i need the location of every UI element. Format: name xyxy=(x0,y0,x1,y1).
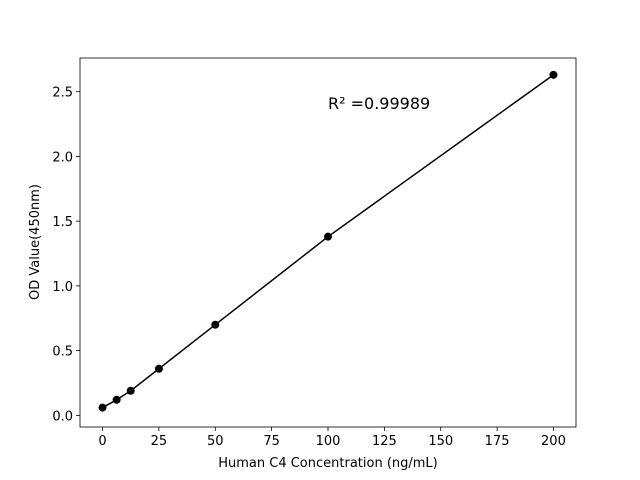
data-point xyxy=(98,403,107,412)
fit-line xyxy=(102,74,554,409)
x-tick-label: 25 xyxy=(151,434,168,449)
y-tick-label: 0.0 xyxy=(52,409,73,424)
data-point xyxy=(154,364,163,373)
x-tick-label: 0 xyxy=(98,434,106,449)
data-point xyxy=(112,395,121,404)
x-axis-label: Human C4 Concentration (ng/mL) xyxy=(218,456,438,471)
y-tick-label: 0.5 xyxy=(52,345,73,360)
x-tick-label: 100 xyxy=(316,434,341,449)
x-tick-label: 125 xyxy=(372,434,397,449)
y-tick-label: 1.5 xyxy=(52,215,73,230)
data-point xyxy=(324,232,332,241)
data-point xyxy=(126,386,135,395)
data-point xyxy=(211,320,220,329)
y-tick-label: 1.0 xyxy=(52,280,73,295)
data-point xyxy=(549,70,558,79)
x-tick-label: 175 xyxy=(485,434,510,449)
y-tick-label: 2.0 xyxy=(52,150,73,165)
y-axis-label: OD Value(450nm) xyxy=(28,184,43,300)
y-tick-label: 2.5 xyxy=(52,86,73,101)
x-tick-label: 75 xyxy=(263,434,280,449)
x-tick-label: 200 xyxy=(541,434,566,449)
x-tick-label: 50 xyxy=(207,434,224,449)
x-tick-label: 150 xyxy=(428,434,453,449)
annotation: R² =0.99989 xyxy=(328,94,430,113)
